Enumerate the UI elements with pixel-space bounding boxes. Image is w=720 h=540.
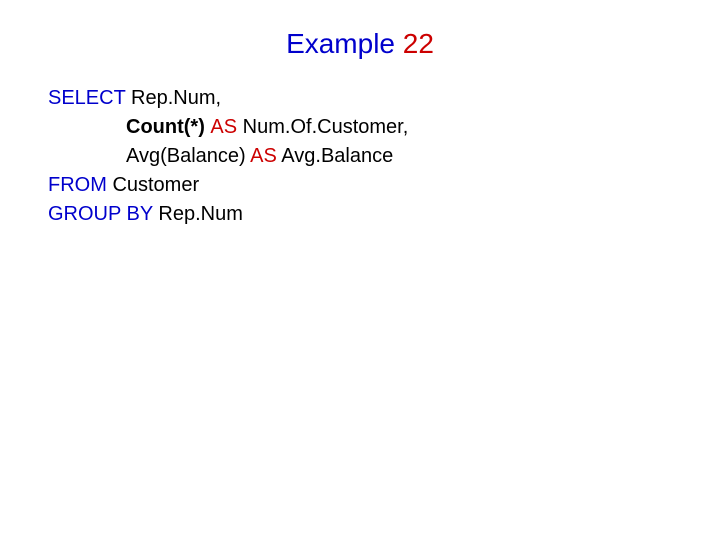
groupby-keyword: GROUP BY: [48, 203, 158, 225]
from-table: Customer: [112, 174, 199, 196]
avg-alias: Avg.Balance: [281, 145, 393, 167]
code-line-4: FROM Customer: [48, 171, 672, 200]
count-alias: Num.Of.Customer,: [243, 116, 409, 138]
title-number: 22: [403, 28, 434, 59]
slide-container: Example 22 SELECT Rep.Num, Count(*) AS N…: [0, 0, 720, 540]
avg-function: Avg(Balance): [126, 145, 250, 167]
code-line-1: SELECT Rep.Num,: [48, 84, 672, 113]
as-keyword-2: AS: [250, 145, 281, 167]
as-keyword-1: AS: [210, 116, 242, 138]
code-line-2: Count(*) AS Num.Of.Customer,: [48, 113, 672, 142]
code-line-3: Avg(Balance) AS Avg.Balance: [48, 142, 672, 171]
slide-title: Example 22: [48, 28, 672, 60]
select-column: Rep.Num,: [131, 87, 221, 109]
select-keyword: SELECT: [48, 87, 131, 109]
from-keyword: FROM: [48, 174, 112, 196]
code-line-5: GROUP BY Rep.Num: [48, 200, 672, 229]
sql-code-block: SELECT Rep.Num, Count(*) AS Num.Of.Custo…: [48, 84, 672, 229]
title-prefix: Example: [286, 28, 403, 59]
groupby-column: Rep.Num: [158, 203, 242, 225]
count-function: Count(*): [126, 116, 210, 138]
